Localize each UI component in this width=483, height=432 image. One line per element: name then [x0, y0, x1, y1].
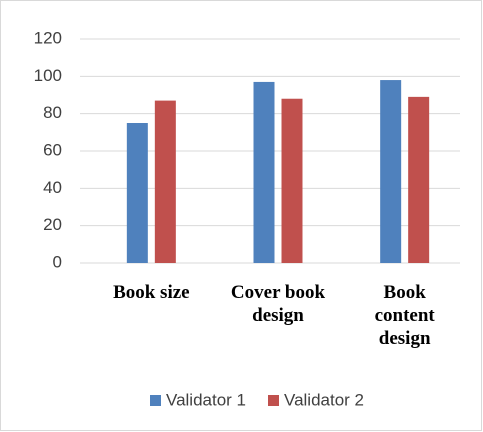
legend-label: Validator 2	[284, 390, 364, 409]
x-tick-label: Book content design	[374, 282, 435, 349]
y-tick-label: 40	[43, 178, 62, 197]
y-tick-label: 80	[43, 103, 62, 122]
bar	[154, 100, 176, 263]
y-tick-label: 100	[34, 66, 62, 85]
bar	[408, 96, 430, 263]
x-tick-label: Cover book design	[230, 282, 326, 326]
y-tick-label: 0	[53, 252, 62, 271]
legend-swatch	[150, 395, 161, 406]
legend-label: Validator 1	[166, 390, 246, 409]
bar	[126, 123, 148, 263]
bar	[281, 98, 303, 263]
y-tick-label: 120	[34, 28, 62, 47]
x-tick-label: Book size	[113, 282, 190, 303]
bar	[380, 80, 402, 263]
legend-swatch	[268, 395, 279, 406]
y-tick-label: 20	[43, 215, 62, 234]
bar	[253, 81, 275, 263]
y-tick-label: 60	[43, 140, 62, 159]
